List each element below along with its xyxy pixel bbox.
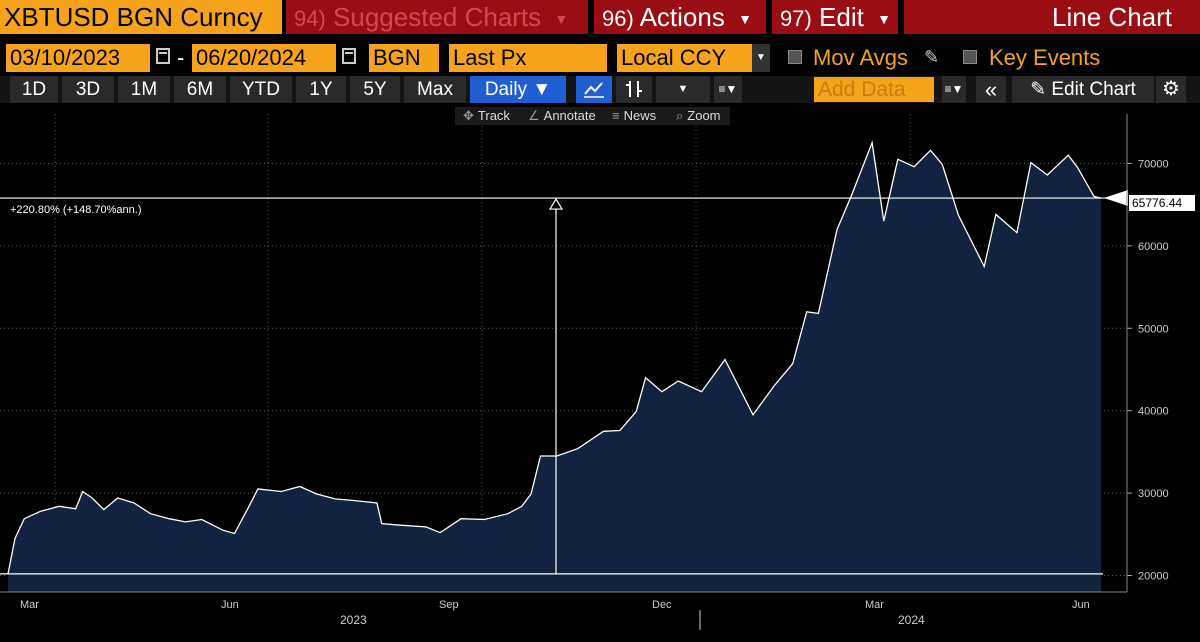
key-events-label: Key Events: [989, 45, 1101, 70]
range-1d-button[interactable]: 1D: [10, 76, 58, 103]
mov-avgs-label: Mov Avgs: [813, 45, 908, 70]
x-tick-label: Dec: [652, 599, 672, 611]
x-tick-label: Mar: [865, 599, 884, 611]
frequency-dropdown[interactable]: Daily ▼: [470, 76, 566, 103]
y-tick-label: 30000: [1138, 488, 1169, 500]
suggested-charts-number: 94): [294, 6, 326, 31]
x-tick-label: Mar: [20, 599, 39, 611]
zoom-button[interactable]: ⌕ Zoom: [676, 107, 721, 125]
start-date-field[interactable]: 03/10/2023: [6, 44, 150, 72]
year-label-2024: 2024: [898, 613, 925, 627]
subtoolbar-box: [455, 107, 730, 125]
x-tick-label: Jun: [1072, 599, 1090, 611]
y-tick-label: 40000: [1138, 406, 1169, 418]
ticker-field[interactable]: XBTUSD BGN Curncy: [0, 0, 282, 34]
annotate-label: Annotate: [543, 108, 596, 123]
key-events-checkbox[interactable]: [963, 50, 977, 64]
last-value-label: 65776.44: [1132, 196, 1182, 210]
crosshair-icon: ✥: [463, 108, 474, 123]
calendar-icon[interactable]: [156, 48, 170, 64]
filter-icon[interactable]: ≡▼: [714, 76, 742, 103]
pencil-icon[interactable]: ✎: [924, 47, 940, 67]
chart-marks: [0, 190, 1128, 575]
y-tick-label: 50000: [1138, 323, 1169, 335]
track-label: Track: [477, 108, 510, 123]
y-tick-label: 70000: [1138, 158, 1169, 170]
range-max-button[interactable]: Max: [404, 76, 466, 103]
date-separator: -: [177, 45, 185, 70]
chevron-down-icon: ▼: [738, 11, 752, 28]
range-ytd-button[interactable]: YTD: [230, 76, 292, 103]
last-value-pointer: [1104, 190, 1128, 207]
track-button[interactable]: ✥ Track: [463, 107, 510, 125]
edit-label: Edit: [819, 2, 864, 32]
edit-menu[interactable]: 97) Edit ▼: [772, 0, 898, 34]
magnifier-icon: ⌕: [676, 108, 684, 123]
range-3d-button[interactable]: 3D: [62, 76, 114, 103]
chevron-down-icon[interactable]: ▼: [752, 44, 770, 72]
calendar-icon[interactable]: [342, 48, 356, 64]
price-area: [8, 142, 1101, 593]
range-5y-button[interactable]: 5Y: [350, 76, 400, 103]
year-label-2023: 2023: [340, 613, 367, 627]
news-icon: ≡: [612, 108, 620, 123]
annotate-icon: ∠: [528, 108, 540, 123]
news-label: News: [623, 108, 657, 123]
controls-bar: 03/10/2023 - 06/20/2024 BGN Last Px Loca…: [0, 42, 1200, 72]
field-selector[interactable]: Last Px: [449, 44, 607, 72]
x-tick-label: Sep: [439, 599, 459, 611]
price-chart[interactable]: 20000 30000 40000 50000 60000 70000 +220.80% …: [0, 104, 1200, 637]
edit-chart-label: Edit Chart: [1051, 79, 1136, 100]
range-1m-button[interactable]: 1M: [118, 76, 170, 103]
actions-menu[interactable]: 96) Actions ▼: [594, 0, 766, 34]
actions-label: Actions: [639, 2, 725, 32]
y-tick-label: 20000: [1138, 571, 1169, 583]
currency-selector[interactable]: Local CCY: [617, 44, 752, 72]
change-arrow-head: [548, 197, 564, 210]
performance-annotation: +220.80% (+148.70%ann.): [10, 204, 142, 216]
zoom-label: Zoom: [687, 108, 721, 123]
bar-chart-icon[interactable]: [616, 76, 652, 103]
suggested-charts-label: Suggested Charts: [333, 2, 542, 32]
chart-subtoolbar: ✥ Track ∠ Annotate ≡ News ⌕ Zoom: [0, 107, 1200, 125]
add-data-input[interactable]: Add Data: [814, 77, 934, 102]
title-bar: XBTUSD BGN Curncy 94) Suggested Charts ▼…: [0, 0, 1200, 34]
chart-area[interactable]: 20000 30000 40000 50000 60000 70000 +220.80% …: [0, 104, 1200, 637]
chevron-down-icon: ▼: [554, 11, 569, 28]
source-field[interactable]: BGN: [369, 44, 439, 72]
range-6m-button[interactable]: 6M: [174, 76, 226, 103]
chart-style-dropdown[interactable]: ▼: [656, 76, 710, 103]
mov-avgs-checkbox[interactable]: [788, 50, 802, 64]
grid: 20000 30000 40000 50000 60000 70000: [0, 114, 1169, 592]
chevron-down-icon: ▼: [532, 79, 552, 100]
x-tick-label: Jun: [221, 599, 239, 611]
edit-chart-button[interactable]: ✎ Edit Chart: [1012, 76, 1154, 103]
edit-number: 97): [780, 6, 812, 31]
chevron-down-icon: ▼: [877, 11, 891, 28]
pencil-icon: ✎: [1030, 79, 1052, 100]
add-data-dropdown-icon[interactable]: ≡▼: [942, 76, 966, 103]
last-value-badge: [1129, 195, 1195, 211]
end-date-field[interactable]: 06/20/2024: [192, 44, 336, 72]
frequency-label: Daily: [484, 79, 528, 100]
y-tick-label: 60000: [1138, 241, 1169, 253]
line-chart-icon[interactable]: [576, 76, 612, 103]
suggested-charts-menu[interactable]: 94) Suggested Charts ▼: [286, 0, 588, 34]
chart-type-title: Line Chart: [904, 0, 1200, 34]
price-line: [7, 140, 1102, 575]
gear-icon[interactable]: ⚙: [1156, 76, 1186, 103]
collapse-icon[interactable]: «: [976, 76, 1006, 103]
range-1y-button[interactable]: 1Y: [296, 76, 346, 103]
annotate-button[interactable]: ∠ Annotate: [528, 107, 596, 125]
actions-number: 96): [602, 6, 634, 31]
news-button[interactable]: ≡ News: [612, 107, 656, 125]
chart-toolbar: 1D 3D 1M 6M YTD 1Y 5Y Max Daily ▼ ▼ ≡▼ A…: [0, 76, 1200, 103]
